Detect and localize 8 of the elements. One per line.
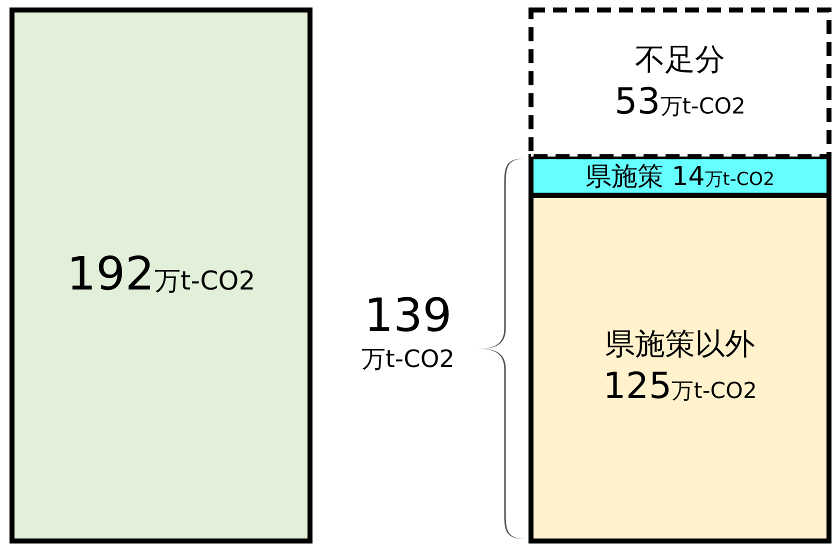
series-label: 県施策以外 xyxy=(605,327,755,362)
data-label: 53万t-CO2 xyxy=(614,81,746,122)
data-label: 192万t-CO2 xyxy=(66,246,256,300)
data-label: 14万t-CO2 xyxy=(672,162,775,192)
series-label: 不足分 xyxy=(635,42,725,78)
series-label: 県施策 xyxy=(585,162,672,192)
annotation: 139万t-CO2 xyxy=(362,288,454,373)
data-label: 125万t-CO2 xyxy=(603,366,757,408)
